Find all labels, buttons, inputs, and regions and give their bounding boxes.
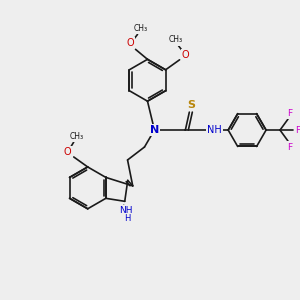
Text: CH₃: CH₃ [134, 24, 148, 33]
Text: H: H [124, 214, 131, 223]
Text: F: F [287, 109, 292, 118]
Text: O: O [64, 147, 72, 157]
Text: NH: NH [207, 125, 222, 135]
Text: CH₃: CH₃ [70, 131, 84, 140]
Text: NH: NH [119, 206, 133, 215]
Text: F: F [296, 126, 300, 135]
Text: CH₃: CH₃ [169, 35, 183, 44]
Text: O: O [182, 50, 189, 60]
Text: S: S [187, 100, 195, 110]
Text: F: F [287, 142, 292, 152]
Text: O: O [127, 38, 134, 48]
Text: N: N [150, 125, 159, 135]
